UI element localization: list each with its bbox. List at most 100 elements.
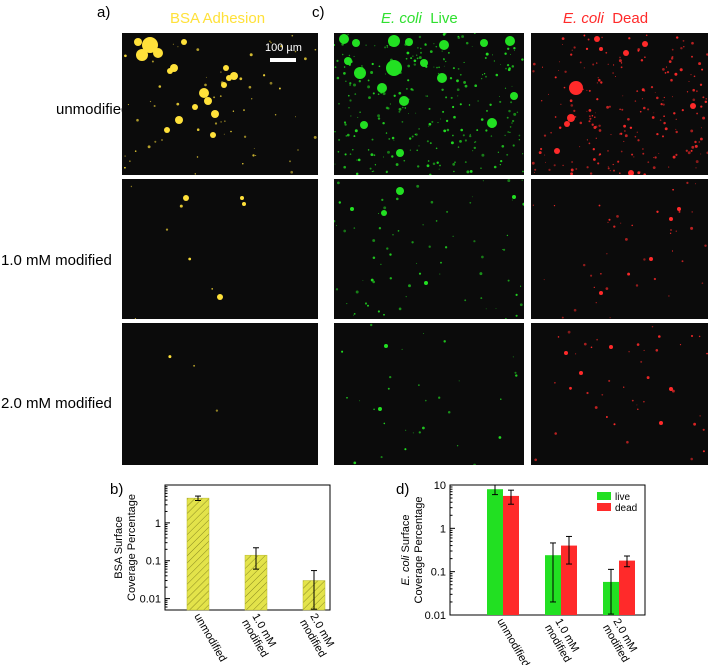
particle [387,107,390,110]
particle [427,160,430,162]
particle [205,76,207,78]
particle [243,135,247,138]
particle [348,54,351,57]
particle [594,112,596,114]
particle-cluster [388,35,400,47]
particle-cluster [505,36,515,46]
particle [704,100,708,104]
particle-cluster [599,291,603,295]
particle [441,50,443,52]
particle [338,201,342,204]
particle [497,151,500,153]
particle [656,96,659,100]
chart-b-ylabel-line: BSA Surface [113,516,125,578]
particle [671,48,674,51]
micrograph-live-1mm [334,179,524,319]
particle [391,155,394,158]
particle [597,77,599,79]
particle [590,274,593,277]
particle [515,293,518,296]
particle [480,167,482,169]
particle [498,96,500,98]
ecoli-dead-title: E. coli Dead [563,10,648,27]
particle [588,109,592,112]
micrograph-dead-2mm [531,323,708,465]
particle [541,100,543,102]
particle [593,286,595,289]
particle [513,112,517,116]
particle [428,245,431,248]
particle [701,68,704,71]
particle [644,56,646,59]
particle [668,166,670,168]
particle [418,272,422,275]
particle [450,141,454,145]
micrograph-dead-unmodified [531,33,708,175]
particle [589,172,593,175]
particle [672,155,676,159]
particle [646,376,650,380]
particle [438,396,441,399]
particle [406,88,408,90]
particle [403,159,406,162]
particle [477,100,479,102]
particle [368,96,371,99]
particle-cluster [659,421,663,425]
particle [416,262,418,264]
particle [653,157,655,159]
particle [435,220,438,222]
particle [534,458,538,462]
particle [404,107,407,109]
particle [521,179,523,181]
particle [280,44,283,48]
particle [451,134,454,137]
particle [554,116,557,118]
particle [554,432,557,435]
particle [663,115,665,118]
chart-d-bar-dead [503,495,519,615]
particle [690,129,694,133]
particle [433,43,435,45]
chart-b-xtick-label: unmodified [191,612,228,665]
particle [600,81,603,84]
particle [147,145,151,149]
particle [669,232,672,234]
particle [471,196,473,198]
particle-cluster [569,81,583,95]
particle [698,335,701,338]
particle-cluster [396,187,404,195]
particle [573,308,577,312]
particle-cluster [240,196,244,200]
particle [416,57,419,60]
particle [314,48,317,51]
particle [151,60,154,63]
particle-cluster [170,64,178,72]
particle [381,198,384,202]
particle [466,170,470,174]
particle [407,79,410,82]
particle [671,250,674,252]
particle [343,229,347,233]
chart-d-legend-swatch [597,503,611,511]
particle [377,114,381,118]
particle [647,161,650,164]
particle [575,168,578,170]
particle [618,59,622,63]
particle [422,224,424,226]
particle [623,124,626,128]
particle [398,307,402,311]
particle [631,153,634,156]
particle [420,47,422,50]
particle [469,133,471,136]
particle [520,285,522,287]
particle [664,72,667,74]
particle [353,135,356,138]
particle [500,63,501,65]
particle [674,72,678,76]
particle [149,100,152,103]
particle [453,115,456,119]
particle-cluster [424,281,428,285]
particle [472,150,474,152]
particle [575,353,577,355]
